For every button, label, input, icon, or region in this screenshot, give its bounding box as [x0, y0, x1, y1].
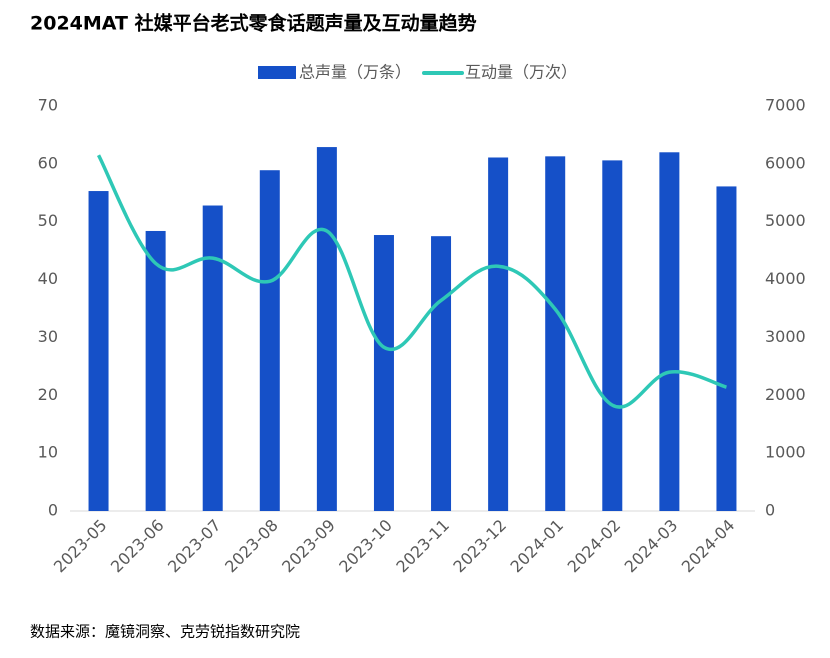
x-tick-label: 2023-09: [278, 516, 339, 577]
y2-tick-label: 5000: [765, 211, 806, 230]
y2-tick-label: 0: [765, 501, 775, 520]
y-tick-label: 0: [48, 501, 58, 520]
bar: [716, 186, 737, 511]
y-tick-label: 60: [38, 153, 58, 172]
y2-tick-label: 2000: [765, 385, 806, 404]
y2-tick-label: 7000: [765, 96, 806, 115]
y-tick-label: 70: [38, 96, 58, 115]
bar: [602, 160, 623, 511]
bar: [488, 157, 509, 511]
bar: [202, 205, 223, 511]
x-tick-label: 2023-08: [221, 516, 282, 577]
x-tick-label: 2024-04: [678, 516, 739, 577]
line: [96, 154, 727, 409]
y2-tick-label: 4000: [765, 269, 806, 288]
y-tick-label: 20: [38, 385, 58, 404]
bar: [431, 236, 452, 511]
legend-label: 互动量（万次）: [465, 63, 577, 82]
x-tick-label: 2023-07: [164, 516, 225, 577]
x-tick-label: 2023-06: [107, 516, 168, 577]
legend-label: 总声量（万条）: [299, 63, 411, 82]
x-tick-label: 2023-10: [335, 516, 396, 577]
y-tick-label: 30: [38, 327, 58, 346]
bar: [145, 230, 166, 511]
chart-title: 2024MAT 社媒平台老式零食话题声量及互动量趋势: [30, 12, 477, 35]
bar: [659, 152, 680, 512]
x-tick-label: 2024-03: [621, 516, 682, 577]
bar: [88, 191, 109, 512]
y2-tick-label: 1000: [765, 443, 806, 462]
x-tick-label: 2024-01: [507, 516, 568, 577]
source-note: 数据来源：魔镜洞察、克劳锐指数研究院: [30, 623, 300, 641]
x-tick-label: 2023-11: [392, 516, 453, 577]
y-tick-label: 50: [38, 211, 58, 230]
y2-tick-label: 6000: [765, 153, 806, 172]
x-tick-label: 2023-05: [50, 516, 111, 577]
bar: [373, 235, 394, 511]
bar: [259, 170, 280, 511]
x-tick-label: 2024-02: [564, 516, 625, 577]
bar: [316, 147, 337, 512]
y-tick-label: 10: [38, 443, 58, 462]
legend-swatch: [258, 66, 296, 79]
bar: [545, 156, 566, 512]
x-tick-label: 2023-12: [449, 516, 510, 577]
y2-tick-label: 3000: [765, 327, 806, 346]
y-tick-label: 40: [38, 269, 58, 288]
